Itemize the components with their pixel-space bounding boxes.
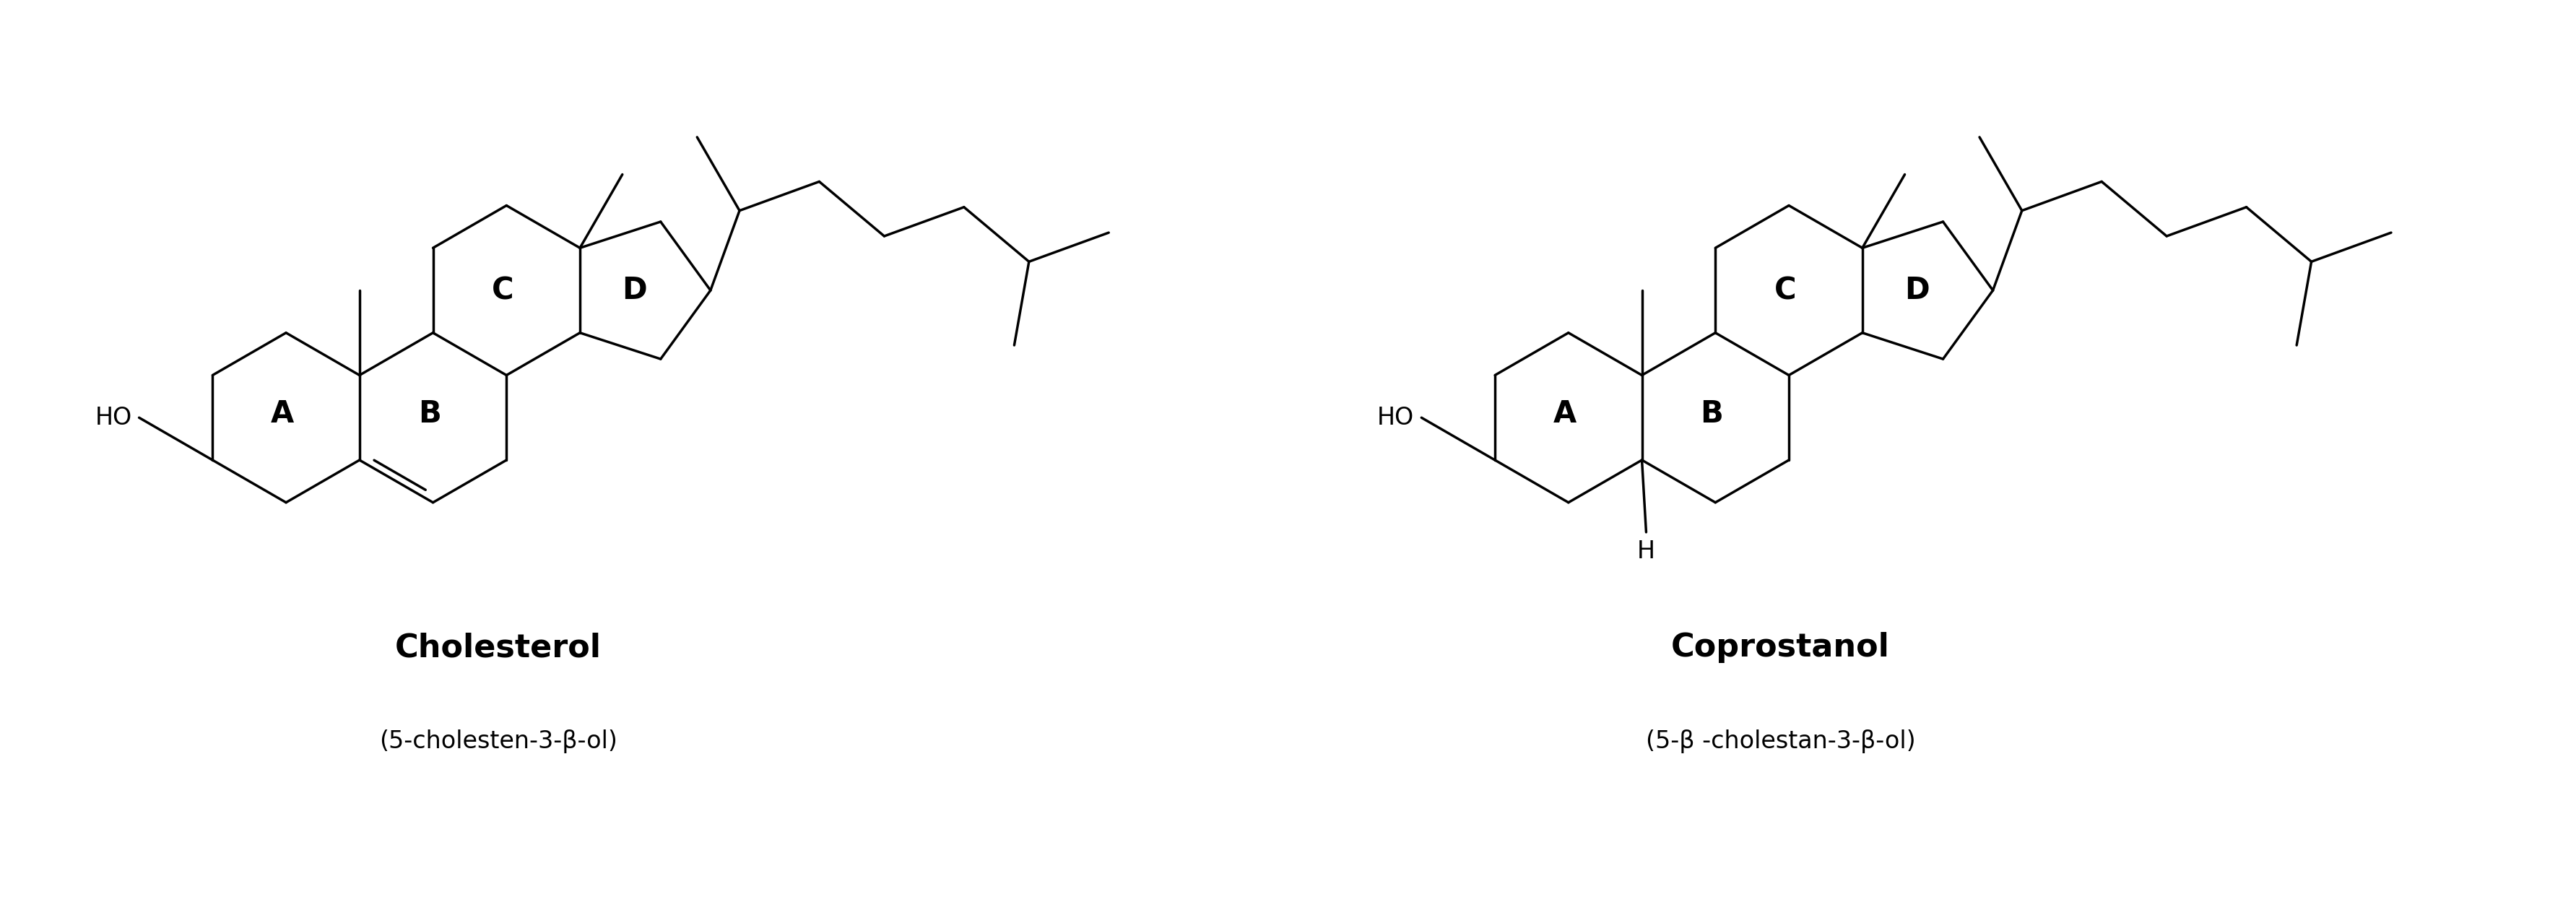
Text: C: C bbox=[492, 275, 515, 306]
Text: (5-β -cholestan-3-β-ol): (5-β -cholestan-3-β-ol) bbox=[1646, 729, 1917, 753]
Text: HO: HO bbox=[95, 406, 131, 429]
Text: A: A bbox=[270, 399, 294, 429]
Text: (5-cholesten-3-β-ol): (5-cholesten-3-β-ol) bbox=[379, 729, 618, 753]
Text: A: A bbox=[1553, 399, 1577, 429]
Text: B: B bbox=[1700, 399, 1723, 429]
Text: B: B bbox=[417, 399, 440, 429]
Text: D: D bbox=[623, 275, 647, 306]
Text: H: H bbox=[1638, 539, 1656, 563]
Text: HO: HO bbox=[1378, 406, 1414, 429]
Text: Cholesterol: Cholesterol bbox=[394, 632, 600, 664]
Text: D: D bbox=[1904, 275, 1929, 306]
Text: Coprostanol: Coprostanol bbox=[1672, 632, 1891, 664]
Text: C: C bbox=[1775, 275, 1795, 306]
